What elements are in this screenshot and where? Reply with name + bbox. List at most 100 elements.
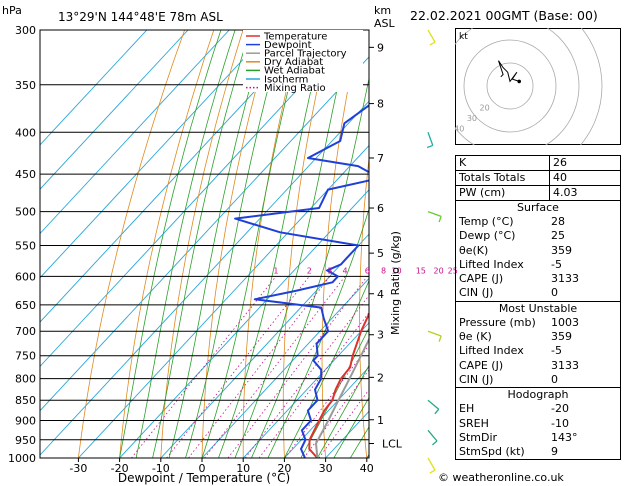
location-label: 13°29'N 144°48'E 78m ASL bbox=[58, 10, 223, 24]
hodograph-section: Hodograph EH -20 SREH -10 StmDir 143° StmSpd (… bbox=[455, 388, 621, 461]
wind-barb bbox=[427, 29, 436, 46]
index-value: -10 bbox=[551, 416, 569, 430]
index-row: Lifted Index -5 bbox=[456, 344, 620, 358]
legend-label: Temperature bbox=[263, 31, 327, 42]
temperature-tick-label: 20 bbox=[277, 462, 291, 475]
legend-item: Temperature bbox=[246, 31, 327, 42]
isotherm-line bbox=[201, 277, 369, 458]
index-value: 359 bbox=[551, 243, 572, 257]
legend-item: Mixing Ratio bbox=[246, 83, 326, 94]
isotherm-line bbox=[40, 30, 271, 279]
index-row: Pressure (mb) 1003 bbox=[456, 316, 620, 330]
pressure-unit-label: hPa bbox=[2, 4, 22, 17]
wind-barb bbox=[427, 330, 442, 342]
index-value: 25 bbox=[551, 229, 565, 243]
hodograph-frame bbox=[455, 28, 621, 145]
legend-item: Parcel Trajectory bbox=[246, 49, 347, 60]
temperature-tick-label: -20 bbox=[111, 462, 129, 475]
hodograph-ring-label: 40 bbox=[455, 125, 464, 134]
isotherm-line bbox=[284, 366, 369, 458]
series-dewpoint bbox=[234, 104, 369, 458]
legend-label: Wet Adiabat bbox=[264, 66, 325, 77]
height-tick-label: 1 bbox=[377, 414, 384, 427]
isotherm-line bbox=[160, 233, 369, 458]
index-label: Temp (°C) bbox=[459, 215, 514, 228]
index-row: PW (cm) 4.03 bbox=[455, 185, 621, 201]
index-value: 4.03 bbox=[549, 185, 621, 201]
storm-motion-marker bbox=[517, 79, 521, 84]
index-row: K 26 bbox=[455, 155, 621, 171]
pressure-tick-label: 350 bbox=[15, 79, 36, 92]
pressure-tick-label: 300 bbox=[15, 24, 36, 37]
height-unit-asl: ASL bbox=[374, 17, 396, 30]
hodograph-ring bbox=[455, 28, 580, 145]
index-label: StmDir bbox=[459, 430, 498, 444]
hodograph-ring-label: 20 bbox=[480, 103, 490, 112]
legend-label: Mixing Ratio bbox=[264, 83, 326, 94]
pressure-tick-label: 550 bbox=[15, 239, 36, 252]
mixing-ratio-label: 25 bbox=[448, 266, 458, 275]
mixing-ratio-label: 4 bbox=[343, 266, 348, 275]
height-tick-label: 9 bbox=[377, 41, 384, 54]
index-value: 9 bbox=[551, 445, 558, 459]
index-label: θe (K) bbox=[459, 330, 492, 344]
index-label: Lifted Index bbox=[459, 257, 524, 271]
height-tick-label: 2 bbox=[377, 371, 384, 384]
indices-panel: K 26 Totals Totals 40 PW (cm) 4.03 Surface Te… bbox=[455, 155, 621, 461]
index-row: SREH -10 bbox=[456, 417, 620, 431]
isotherm-line bbox=[40, 30, 230, 235]
wind-barb bbox=[427, 399, 440, 415]
surface-section: Surface Temp (°C) 28 Dewp (°C) 25 θe(K) 359 Li… bbox=[455, 201, 621, 302]
mixing-ratio-line bbox=[244, 294, 369, 458]
index-value: -5 bbox=[551, 344, 562, 358]
index-value: 1003 bbox=[551, 315, 579, 329]
mixing-ratio-axis-title: Mixing Ratio (g/kg) bbox=[389, 231, 402, 335]
mixing-ratio-label: 8 bbox=[381, 266, 386, 275]
index-label: EH bbox=[459, 402, 475, 416]
index-label: Totals Totals bbox=[455, 170, 550, 186]
height-tick-label: 6 bbox=[377, 202, 384, 215]
index-label: CIN (J) bbox=[459, 372, 494, 386]
isotherm-line bbox=[40, 30, 312, 323]
pressure-tick-label: 750 bbox=[15, 350, 36, 363]
height-tick-label: LCL bbox=[382, 437, 403, 450]
index-row: CAPE (J) 3133 bbox=[456, 359, 620, 373]
hodograph-trace bbox=[498, 60, 520, 83]
index-row: StmSpd (kt) 9 bbox=[456, 445, 620, 459]
surface-title: Surface bbox=[517, 201, 559, 214]
index-row: EH -20 bbox=[456, 402, 620, 416]
hodograph-ring bbox=[486, 62, 534, 110]
mixing-ratio-label: 6 bbox=[365, 266, 370, 275]
index-row: CIN (J) 0 bbox=[456, 373, 620, 387]
hodograph-unit-label: kt bbox=[459, 32, 468, 42]
isotherm-line bbox=[78, 144, 369, 458]
index-label: CAPE (J) bbox=[459, 358, 504, 372]
pressure-tick-label: 900 bbox=[15, 415, 36, 428]
pressure-tick-label: 650 bbox=[15, 299, 36, 312]
index-label: StmSpd (kt) bbox=[459, 445, 525, 459]
hodograph-ring bbox=[463, 39, 557, 133]
height-tick-label: 4 bbox=[377, 288, 384, 301]
x-axis-title: Dewpoint / Temperature (°C) bbox=[118, 471, 290, 485]
index-value: 143° bbox=[551, 430, 578, 444]
wet-adiabat-line bbox=[317, 364, 369, 458]
temperature-tick-label: 30 bbox=[319, 462, 333, 475]
copyright-label: © weatheronline.co.uk bbox=[438, 471, 564, 484]
index-label: CIN (J) bbox=[459, 286, 494, 300]
isotherm-line bbox=[40, 30, 189, 190]
hodograph-title: Hodograph bbox=[507, 388, 569, 402]
height-tick-label: 3 bbox=[377, 329, 384, 342]
mixing-ratio-label: 3 bbox=[327, 266, 332, 275]
index-label: CAPE (J) bbox=[459, 272, 504, 286]
isotherm-line bbox=[40, 30, 148, 146]
index-value: 0 bbox=[551, 372, 558, 386]
index-label: Lifted Index bbox=[459, 344, 524, 358]
pressure-tick-label: 1000 bbox=[8, 452, 36, 465]
index-row: θe (K) 359 bbox=[456, 330, 620, 344]
basic-indices-table: K 26 Totals Totals 40 PW (cm) 4.03 bbox=[455, 155, 621, 201]
series-parcel-trajectory bbox=[315, 337, 369, 458]
index-value: 0 bbox=[551, 286, 558, 300]
pressure-tick-label: 950 bbox=[15, 434, 36, 447]
mixing-ratio-label: 15 bbox=[416, 266, 426, 275]
